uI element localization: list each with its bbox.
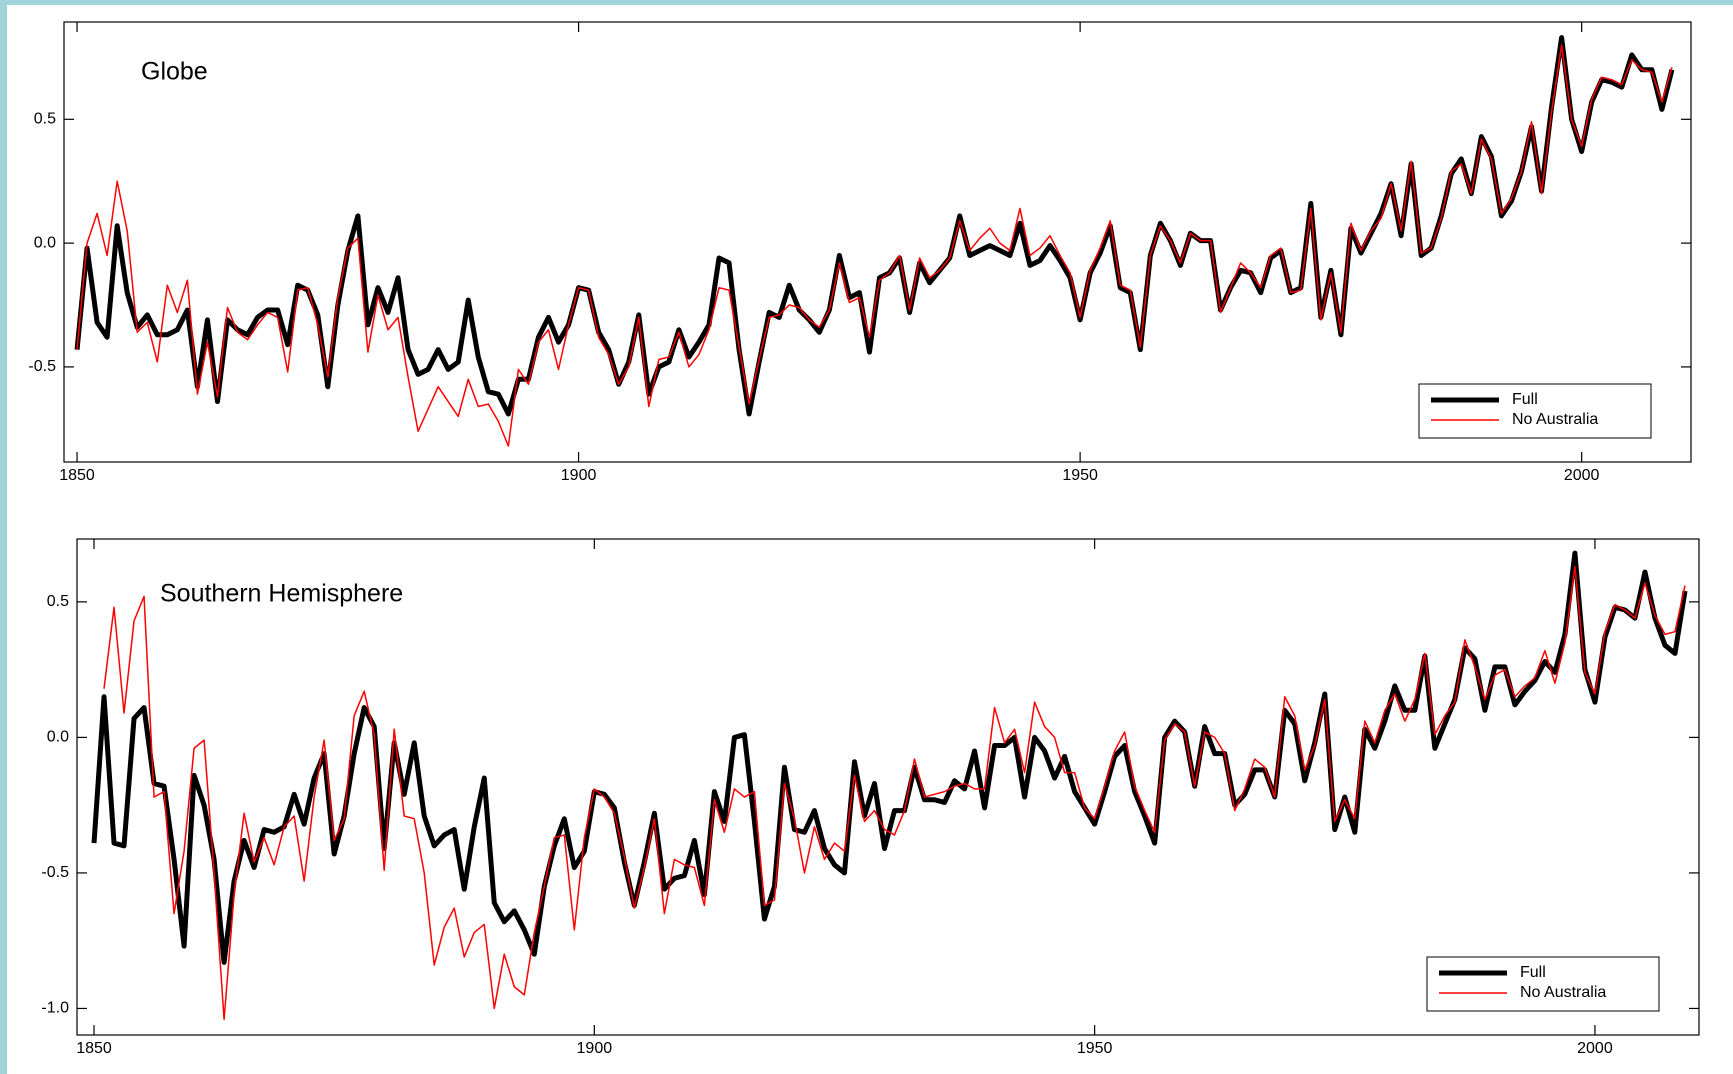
y-tick-label: -1.0 xyxy=(41,1000,69,1017)
legend-label: Full xyxy=(1520,964,1546,981)
data-line xyxy=(76,44,1673,447)
x-tick-label: 2000 xyxy=(1564,467,1600,484)
frame-strip xyxy=(0,0,7,1074)
data-line xyxy=(91,550,1688,965)
data-line xyxy=(103,565,1686,1021)
y-tick-label: -0.5 xyxy=(41,864,69,881)
panel-title: Southern Hemisphere xyxy=(160,580,403,608)
y-tick-label: 0.0 xyxy=(34,234,56,251)
legend-label: Full xyxy=(1512,391,1538,408)
x-tick-label: 1950 xyxy=(1062,467,1098,484)
x-tick-label: 1850 xyxy=(76,1040,112,1057)
x-tick-label: 1900 xyxy=(577,1040,613,1057)
frame-strip xyxy=(0,0,1733,5)
y-tick-label: 0.5 xyxy=(47,593,69,610)
y-tick-label: -0.5 xyxy=(28,358,56,375)
legend-box xyxy=(1418,383,1652,439)
x-tick-label: 1900 xyxy=(561,467,597,484)
x-tick-label: 1850 xyxy=(59,467,95,484)
y-tick-label: 0.0 xyxy=(47,729,69,746)
legend-label: No Australia xyxy=(1520,984,1606,1001)
x-tick-label: 1950 xyxy=(1077,1040,1113,1057)
x-tick-label: 2000 xyxy=(1577,1040,1613,1057)
legend-box xyxy=(1426,956,1660,1012)
panel-title: Globe xyxy=(141,58,208,86)
legend-label: No Australia xyxy=(1512,411,1598,428)
y-tick-label: 0.5 xyxy=(34,111,56,128)
